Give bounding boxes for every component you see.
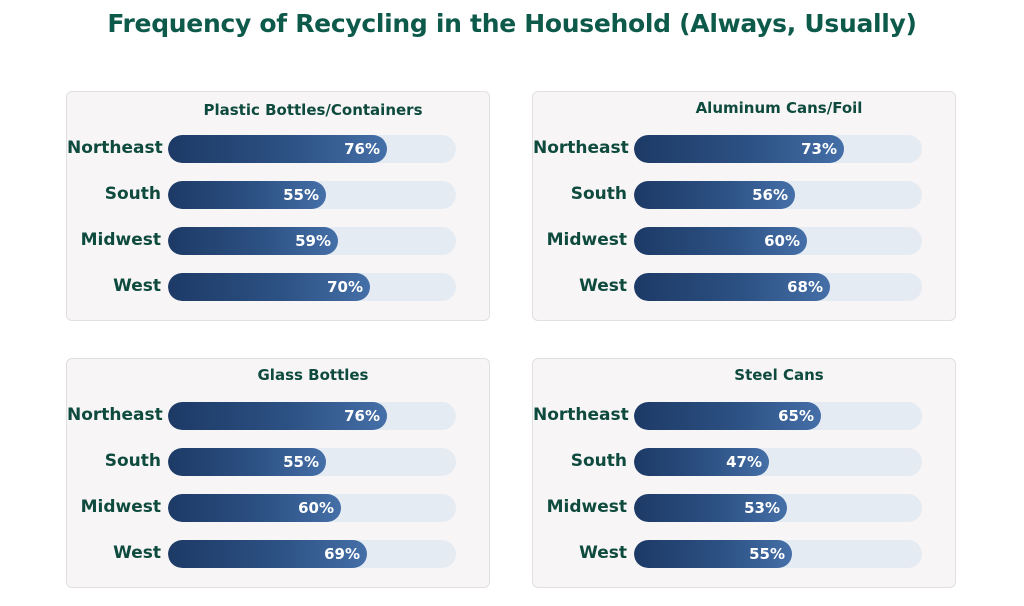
bar: 56% xyxy=(634,181,795,209)
category-label: South xyxy=(104,184,161,204)
value-label: 76% xyxy=(344,140,380,158)
bar-track: 60% xyxy=(634,227,922,255)
bar: 59% xyxy=(168,227,338,255)
panel-aluminum-cans: Aluminum Cans/Foil Northeast 73% South 56% Mi… xyxy=(532,91,956,321)
bar-track: 65% xyxy=(634,402,922,430)
bar-track: 73% xyxy=(634,135,922,163)
bar-row: South 55% xyxy=(67,448,491,476)
panel-title: Glass Bottles xyxy=(257,366,369,384)
bar: 55% xyxy=(168,448,326,476)
bar-track: 56% xyxy=(634,181,922,209)
value-label: 53% xyxy=(744,499,780,517)
value-label: 60% xyxy=(298,499,334,517)
value-label: 56% xyxy=(752,186,788,204)
category-label: Northeast xyxy=(533,405,629,425)
panel-steel-cans: Steel Cans Northeast 65% South 47% Midwest 53%… xyxy=(532,358,956,588)
bar: 70% xyxy=(168,273,370,301)
value-label: 47% xyxy=(726,453,762,471)
bar: 55% xyxy=(634,540,792,568)
bar-track: 68% xyxy=(634,273,922,301)
bar-track: 76% xyxy=(168,135,456,163)
bar-row: West 55% xyxy=(533,540,957,568)
value-label: 55% xyxy=(283,186,319,204)
bar-row: South 56% xyxy=(533,181,957,209)
bar: 69% xyxy=(168,540,367,568)
category-label: Midwest xyxy=(546,230,627,250)
bar-row: Midwest 60% xyxy=(533,227,957,255)
category-label: West xyxy=(579,543,627,563)
bar: 65% xyxy=(634,402,821,430)
value-label: 70% xyxy=(327,278,363,296)
panel-title: Plastic Bottles/Containers xyxy=(203,101,423,119)
bar-track: 69% xyxy=(168,540,456,568)
bar: 76% xyxy=(168,135,387,163)
bar-track: 70% xyxy=(168,273,456,301)
bar-row: West 69% xyxy=(67,540,491,568)
bar: 60% xyxy=(168,494,341,522)
bar-row: Northeast 73% xyxy=(533,135,957,163)
category-label: South xyxy=(570,451,627,471)
panel-title: Steel Cans xyxy=(734,366,824,384)
value-label: 73% xyxy=(801,140,837,158)
bar-row: Midwest 53% xyxy=(533,494,957,522)
chart-title: Frequency of Recycling in the Household … xyxy=(107,9,917,38)
category-label: Northeast xyxy=(67,138,163,158)
bar: 60% xyxy=(634,227,807,255)
bar-row: Midwest 59% xyxy=(67,227,491,255)
bar: 55% xyxy=(168,181,326,209)
bar: 73% xyxy=(634,135,844,163)
bar-track: 60% xyxy=(168,494,456,522)
category-label: West xyxy=(113,276,161,296)
bar: 53% xyxy=(634,494,787,522)
value-label: 65% xyxy=(778,407,814,425)
category-label: South xyxy=(104,451,161,471)
category-label: West xyxy=(113,543,161,563)
bar-row: South 47% xyxy=(533,448,957,476)
value-label: 60% xyxy=(764,232,800,250)
value-label: 76% xyxy=(344,407,380,425)
category-label: Northeast xyxy=(533,138,629,158)
bar-track: 59% xyxy=(168,227,456,255)
value-label: 59% xyxy=(295,232,331,250)
bar-row: West 70% xyxy=(67,273,491,301)
bar-row: West 68% xyxy=(533,273,957,301)
bar-track: 76% xyxy=(168,402,456,430)
value-label: 55% xyxy=(749,545,785,563)
bar-track: 55% xyxy=(634,540,922,568)
bar-track: 53% xyxy=(634,494,922,522)
bar-row: Northeast 76% xyxy=(67,135,491,163)
bar: 76% xyxy=(168,402,387,430)
category-label: Midwest xyxy=(80,497,161,517)
category-label: Northeast xyxy=(67,405,163,425)
panel-glass-bottles: Glass Bottles Northeast 76% South 55% Midwest… xyxy=(66,358,490,588)
bar-row: Northeast 65% xyxy=(533,402,957,430)
value-label: 55% xyxy=(283,453,319,471)
category-label: West xyxy=(579,276,627,296)
bar-track: 47% xyxy=(634,448,922,476)
bar-track: 55% xyxy=(168,448,456,476)
bar: 68% xyxy=(634,273,830,301)
panel-plastic-bottles: Plastic Bottles/Containers Northeast 76% So… xyxy=(66,91,490,321)
value-label: 69% xyxy=(324,545,360,563)
bar: 47% xyxy=(634,448,769,476)
bar-track: 55% xyxy=(168,181,456,209)
category-label: Midwest xyxy=(546,497,627,517)
category-label: Midwest xyxy=(80,230,161,250)
category-label: South xyxy=(570,184,627,204)
bar-row: Northeast 76% xyxy=(67,402,491,430)
bar-row: South 55% xyxy=(67,181,491,209)
bar-row: Midwest 60% xyxy=(67,494,491,522)
panel-title: Aluminum Cans/Foil xyxy=(695,99,863,117)
value-label: 68% xyxy=(787,278,823,296)
